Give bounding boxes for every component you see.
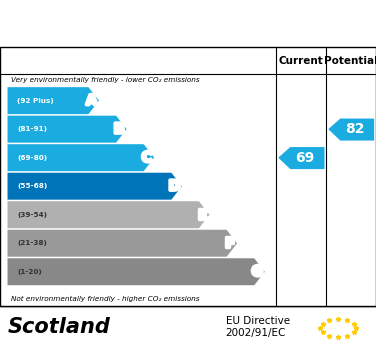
Text: E: E	[197, 208, 207, 222]
Text: A: A	[86, 94, 97, 108]
Text: B: B	[114, 122, 124, 136]
Text: Scotland: Scotland	[8, 317, 111, 337]
Text: Very environmentally friendly - lower CO₂ emissions: Very environmentally friendly - lower CO…	[11, 77, 200, 83]
Text: (39-54): (39-54)	[17, 212, 47, 218]
Polygon shape	[8, 201, 209, 228]
Text: (21-38): (21-38)	[17, 240, 47, 246]
Text: (1-20): (1-20)	[17, 269, 42, 275]
Polygon shape	[8, 258, 265, 285]
Polygon shape	[8, 144, 154, 171]
Text: C: C	[142, 151, 152, 165]
Polygon shape	[8, 116, 127, 143]
Text: (92 Plus): (92 Plus)	[17, 98, 54, 104]
Text: D: D	[169, 179, 180, 193]
Polygon shape	[278, 147, 324, 169]
Text: B: B	[114, 122, 124, 136]
Text: Current: Current	[279, 56, 324, 65]
Text: (81-91): (81-91)	[17, 126, 47, 132]
Polygon shape	[8, 87, 99, 114]
Text: G: G	[252, 265, 263, 279]
Text: G: G	[252, 265, 263, 279]
Polygon shape	[8, 230, 237, 257]
Text: E: E	[197, 208, 207, 222]
Text: (69-80): (69-80)	[17, 155, 47, 161]
Text: (55-68): (55-68)	[17, 183, 47, 189]
Text: C: C	[142, 151, 152, 165]
Text: F: F	[225, 236, 235, 250]
Polygon shape	[328, 119, 374, 141]
Text: 82: 82	[345, 122, 365, 136]
Text: A: A	[86, 94, 97, 108]
Text: Potential: Potential	[324, 56, 376, 65]
Text: D: D	[169, 179, 180, 193]
Text: EU Directive
2002/91/EC: EU Directive 2002/91/EC	[226, 316, 290, 338]
Text: F: F	[225, 236, 235, 250]
Text: Not environmentally friendly - higher CO₂ emissions: Not environmentally friendly - higher CO…	[11, 296, 200, 302]
Polygon shape	[8, 173, 182, 200]
Text: 69: 69	[296, 151, 315, 165]
Text: Environmental Impact (CO₂) Rating: Environmental Impact (CO₂) Rating	[30, 16, 346, 31]
